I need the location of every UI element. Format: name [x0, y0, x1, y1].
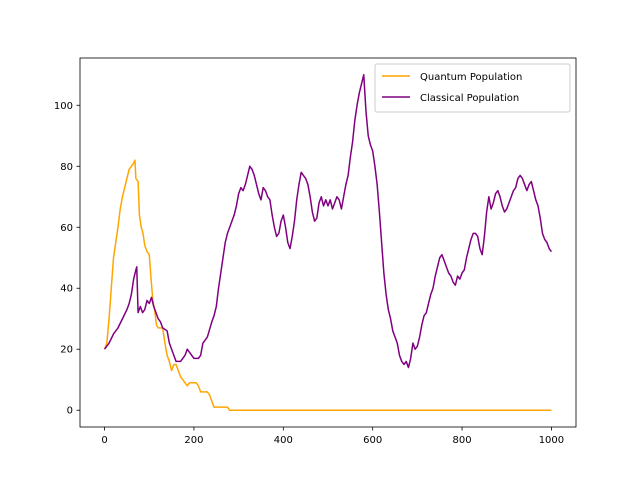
- y-tick-label: 80: [60, 162, 73, 173]
- y-tick-label: 20: [60, 345, 73, 356]
- x-tick-label: 0: [101, 435, 107, 446]
- x-tick-label: 1000: [539, 435, 564, 446]
- series-line-quantum: [103, 159, 552, 411]
- axes-frame: [79, 57, 577, 428]
- x-tick-label: 800: [453, 435, 472, 446]
- legend-label-classical: Classical Population: [420, 93, 519, 104]
- legend-frame: [374, 63, 571, 113]
- y-tick-label: 40: [60, 284, 73, 295]
- y-axis: 0 20 40 60 80 100: [54, 101, 80, 417]
- series-layer: [103, 74, 553, 411]
- legend: Quantum Population Classical Population: [374, 63, 571, 113]
- x-tick-label: 600: [363, 435, 382, 446]
- y-tick-label: 60: [60, 223, 73, 234]
- y-tick-label: 0: [67, 406, 73, 417]
- x-tick-label: 200: [184, 435, 203, 446]
- plot-area: [80, 58, 576, 427]
- series-line-classical: [103, 74, 553, 369]
- legend-label-quantum: Quantum Population: [420, 72, 522, 83]
- x-tick-label: 400: [274, 435, 293, 446]
- y-tick-label: 100: [54, 101, 73, 112]
- x-axis: 0 200 400 600 800 1000: [101, 427, 564, 446]
